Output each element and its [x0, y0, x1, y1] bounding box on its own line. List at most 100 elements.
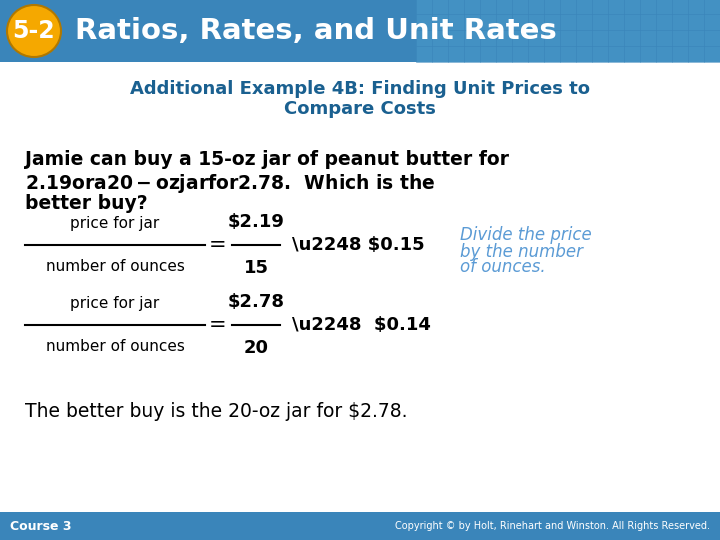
FancyBboxPatch shape [704, 0, 720, 14]
Text: price for jar: price for jar [71, 216, 160, 231]
FancyBboxPatch shape [432, 46, 448, 62]
FancyBboxPatch shape [560, 14, 576, 30]
FancyBboxPatch shape [640, 46, 656, 62]
FancyBboxPatch shape [448, 46, 464, 62]
FancyBboxPatch shape [480, 0, 496, 14]
FancyBboxPatch shape [672, 30, 688, 46]
FancyBboxPatch shape [656, 46, 672, 62]
FancyBboxPatch shape [432, 14, 448, 30]
Text: The better buy is the 20-oz jar for $2.78.: The better buy is the 20-oz jar for $2.7… [25, 402, 408, 421]
FancyBboxPatch shape [688, 30, 704, 46]
FancyBboxPatch shape [640, 14, 656, 30]
FancyBboxPatch shape [464, 14, 480, 30]
Text: =: = [210, 235, 227, 255]
FancyBboxPatch shape [448, 30, 464, 46]
FancyBboxPatch shape [560, 0, 576, 14]
Text: number of ounces: number of ounces [45, 339, 184, 354]
FancyBboxPatch shape [544, 14, 560, 30]
FancyBboxPatch shape [576, 14, 592, 30]
FancyBboxPatch shape [624, 30, 640, 46]
Text: Divide the price: Divide the price [460, 226, 592, 244]
FancyBboxPatch shape [480, 30, 496, 46]
Text: 5-2: 5-2 [13, 19, 55, 43]
FancyBboxPatch shape [656, 0, 672, 14]
FancyBboxPatch shape [672, 14, 688, 30]
FancyBboxPatch shape [624, 0, 640, 14]
FancyBboxPatch shape [592, 14, 608, 30]
FancyBboxPatch shape [560, 46, 576, 62]
FancyBboxPatch shape [656, 14, 672, 30]
Text: Ratios, Rates, and Unit Rates: Ratios, Rates, and Unit Rates [75, 17, 557, 45]
Text: Additional Example 4B: Finding Unit Prices to: Additional Example 4B: Finding Unit Pric… [130, 80, 590, 98]
FancyBboxPatch shape [608, 14, 624, 30]
Text: 15: 15 [243, 259, 269, 277]
Text: \u2248  $0.14: \u2248 $0.14 [292, 316, 431, 334]
FancyBboxPatch shape [496, 0, 512, 14]
FancyBboxPatch shape [608, 30, 624, 46]
FancyBboxPatch shape [656, 30, 672, 46]
Text: 20: 20 [243, 339, 269, 357]
FancyBboxPatch shape [0, 512, 720, 540]
FancyBboxPatch shape [464, 30, 480, 46]
Text: number of ounces: number of ounces [45, 259, 184, 274]
FancyBboxPatch shape [464, 46, 480, 62]
FancyBboxPatch shape [704, 14, 720, 30]
FancyBboxPatch shape [432, 0, 448, 14]
Text: $2.19 or a 20-oz jar for $2.78.  Which is the: $2.19 or a 20-oz jar for $2.78. Which is… [25, 172, 436, 195]
FancyBboxPatch shape [592, 46, 608, 62]
Text: \u2248 $0.15: \u2248 $0.15 [292, 236, 425, 254]
FancyBboxPatch shape [480, 46, 496, 62]
FancyBboxPatch shape [496, 14, 512, 30]
FancyBboxPatch shape [512, 46, 528, 62]
Text: Course 3: Course 3 [10, 519, 71, 532]
FancyBboxPatch shape [576, 46, 592, 62]
FancyBboxPatch shape [416, 30, 432, 46]
FancyBboxPatch shape [528, 14, 544, 30]
FancyBboxPatch shape [688, 14, 704, 30]
FancyBboxPatch shape [432, 30, 448, 46]
FancyBboxPatch shape [560, 30, 576, 46]
FancyBboxPatch shape [528, 30, 544, 46]
FancyBboxPatch shape [592, 30, 608, 46]
FancyBboxPatch shape [544, 46, 560, 62]
FancyBboxPatch shape [704, 46, 720, 62]
FancyBboxPatch shape [416, 46, 432, 62]
FancyBboxPatch shape [704, 30, 720, 46]
FancyBboxPatch shape [592, 0, 608, 14]
FancyBboxPatch shape [512, 30, 528, 46]
Text: $2.19: $2.19 [228, 213, 284, 231]
Text: of ounces.: of ounces. [460, 258, 546, 276]
FancyBboxPatch shape [688, 46, 704, 62]
Text: $2.78: $2.78 [228, 293, 284, 311]
Text: Copyright © by Holt, Rinehart and Winston. All Rights Reserved.: Copyright © by Holt, Rinehart and Winsto… [395, 521, 710, 531]
FancyBboxPatch shape [672, 46, 688, 62]
FancyBboxPatch shape [544, 30, 560, 46]
Ellipse shape [7, 5, 61, 57]
FancyBboxPatch shape [448, 14, 464, 30]
Text: =: = [210, 315, 227, 335]
Text: Compare Costs: Compare Costs [284, 100, 436, 118]
FancyBboxPatch shape [512, 0, 528, 14]
FancyBboxPatch shape [496, 46, 512, 62]
FancyBboxPatch shape [416, 0, 432, 14]
FancyBboxPatch shape [448, 0, 464, 14]
FancyBboxPatch shape [512, 14, 528, 30]
Text: better buy?: better buy? [25, 194, 148, 213]
FancyBboxPatch shape [608, 46, 624, 62]
FancyBboxPatch shape [416, 14, 432, 30]
Text: Jamie can buy a 15-oz jar of peanut butter for: Jamie can buy a 15-oz jar of peanut butt… [25, 150, 509, 169]
FancyBboxPatch shape [624, 14, 640, 30]
FancyBboxPatch shape [624, 46, 640, 62]
FancyBboxPatch shape [576, 0, 592, 14]
FancyBboxPatch shape [464, 0, 480, 14]
FancyBboxPatch shape [576, 30, 592, 46]
Text: by the number: by the number [460, 243, 583, 261]
Text: price for jar: price for jar [71, 296, 160, 311]
FancyBboxPatch shape [640, 0, 656, 14]
FancyBboxPatch shape [528, 46, 544, 62]
FancyBboxPatch shape [640, 30, 656, 46]
FancyBboxPatch shape [480, 14, 496, 30]
FancyBboxPatch shape [0, 0, 720, 62]
FancyBboxPatch shape [672, 0, 688, 14]
FancyBboxPatch shape [608, 0, 624, 14]
